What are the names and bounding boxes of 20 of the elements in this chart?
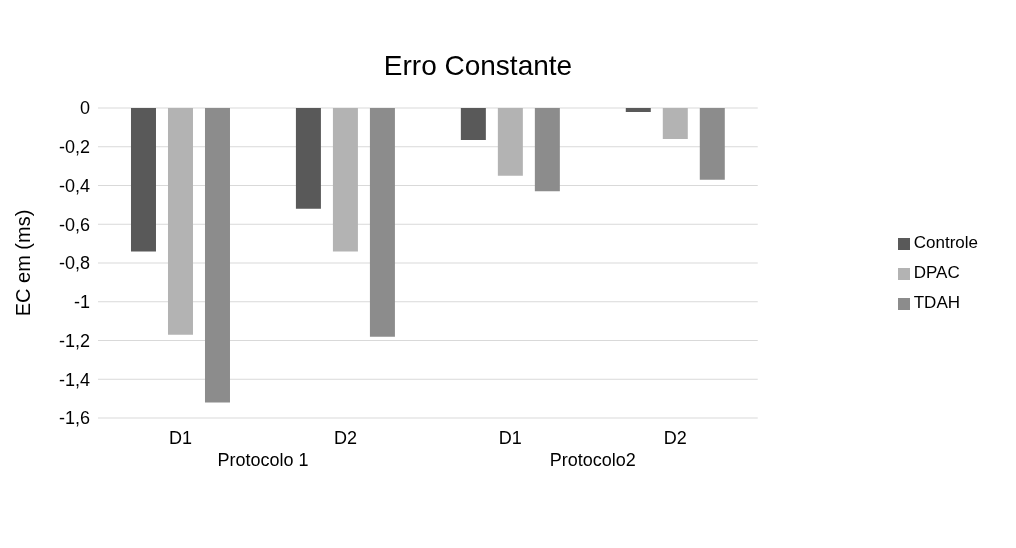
text: Protocolo2 <box>549 450 636 470</box>
y-tick-label: -1,4 <box>58 369 90 390</box>
y-tick-label: -0,8 <box>58 253 90 274</box>
legend-label: DPAC <box>913 263 960 282</box>
x-tick-label: D2 <box>333 428 357 448</box>
y-tick-label: -0,6 <box>58 214 90 235</box>
y-tick-label: -1,2 <box>58 330 90 351</box>
text: Protocolo 1 <box>217 450 309 470</box>
y-tick-label: 0 <box>79 98 90 119</box>
y-tick-label: -0,4 <box>58 175 90 196</box>
chart-title: Erro Constante <box>382 50 574 82</box>
x-tick-label: D1 <box>168 428 192 448</box>
x-tick-label: D2 <box>663 428 687 448</box>
y-tick-label: -1,6 <box>58 408 90 429</box>
y-tick-label: -1 <box>73 292 90 313</box>
x-tick-label: D1 <box>498 428 522 448</box>
legend-label: TDAH <box>913 293 961 312</box>
y-axis-title: EC em (ms) <box>12 209 35 317</box>
y-tick-label: -0,2 <box>58 137 90 158</box>
legend-label: Controle <box>913 233 978 252</box>
